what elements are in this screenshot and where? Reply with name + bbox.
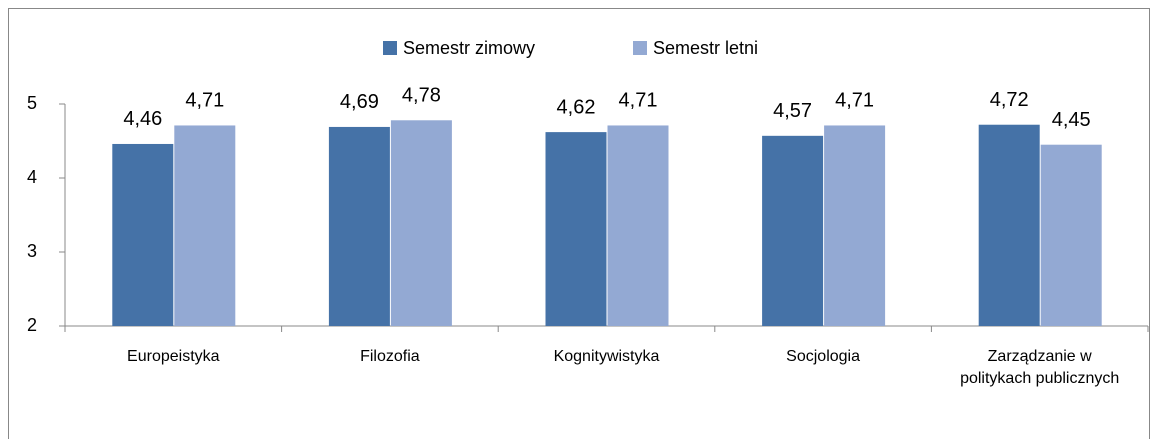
legend-label: Semestr zimowy xyxy=(403,38,535,58)
bar xyxy=(607,125,669,327)
y-tick-label: 3 xyxy=(27,241,37,261)
x-tick-label: Kognitywistyka xyxy=(553,348,660,365)
legend-swatch xyxy=(383,41,397,55)
value-label: 4,78 xyxy=(402,85,441,107)
legend-swatch xyxy=(633,41,647,55)
x-tick-label: Filozofia xyxy=(360,348,420,365)
value-label: 4,71 xyxy=(619,90,658,112)
bar xyxy=(978,124,1040,326)
x-tick-label: Europeistyka xyxy=(127,348,220,365)
value-label: 4,69 xyxy=(340,91,379,113)
x-tick-label: Socjologia xyxy=(786,348,860,365)
y-tick-label: 4 xyxy=(27,167,37,187)
value-label: 4,71 xyxy=(835,90,874,112)
bar xyxy=(545,132,607,326)
bar xyxy=(390,120,452,326)
value-label: 4,72 xyxy=(990,89,1029,111)
bar xyxy=(824,125,886,327)
bar xyxy=(762,135,824,326)
value-label: 4,45 xyxy=(1052,109,1091,131)
value-label: 4,71 xyxy=(185,90,224,112)
x-tick-label: Zarządzanie w politykach publicznych xyxy=(960,348,1120,387)
bar xyxy=(112,143,174,326)
value-label: 4,57 xyxy=(773,100,812,122)
bar xyxy=(1040,144,1102,326)
bar xyxy=(328,126,390,326)
value-label: 4,62 xyxy=(557,96,596,118)
bar xyxy=(174,125,236,327)
legend-label: Semestr letni xyxy=(653,38,758,58)
y-tick-label: 5 xyxy=(27,93,37,113)
value-label: 4,46 xyxy=(123,108,162,130)
y-tick-label: 2 xyxy=(27,315,37,335)
